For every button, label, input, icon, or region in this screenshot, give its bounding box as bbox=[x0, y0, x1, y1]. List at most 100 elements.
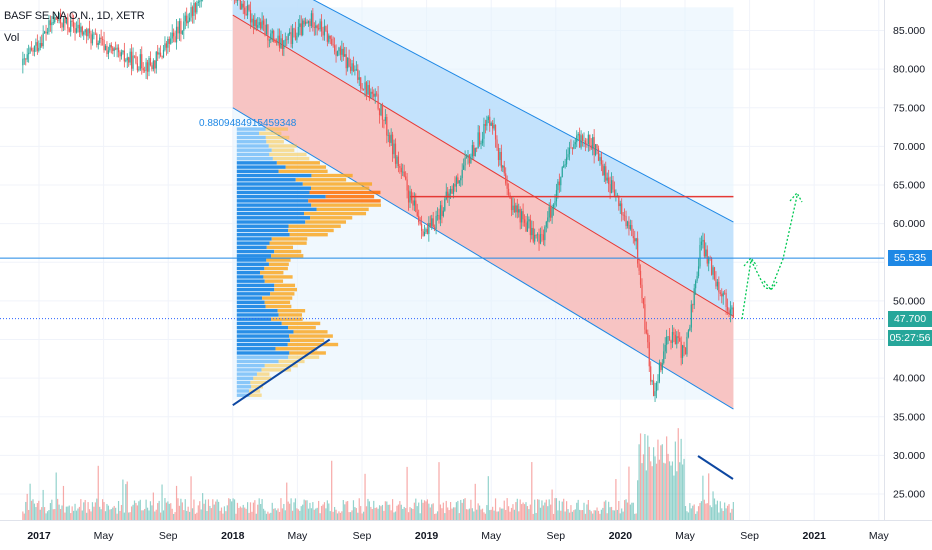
volume-bar bbox=[229, 499, 231, 520]
horizontal-lines[interactable] bbox=[0, 195, 884, 320]
candle-up bbox=[563, 165, 565, 168]
profile-row-up bbox=[236, 241, 270, 245]
volume-bar bbox=[180, 498, 182, 520]
volume-bar bbox=[122, 479, 124, 520]
profile-row-down bbox=[264, 300, 291, 304]
volume-bar bbox=[712, 491, 714, 520]
candle-down bbox=[476, 148, 478, 149]
time-tick-label: 2018 bbox=[221, 530, 245, 542]
volume-bar bbox=[702, 475, 704, 520]
volume-bar bbox=[654, 456, 656, 520]
candle-down bbox=[32, 50, 34, 52]
candle-up bbox=[145, 62, 147, 71]
candle-down bbox=[286, 39, 288, 41]
volume-bar bbox=[190, 476, 192, 520]
volume-bar bbox=[566, 501, 568, 520]
volume-bar bbox=[728, 504, 730, 520]
candle-up bbox=[93, 33, 95, 35]
volume-bar bbox=[264, 510, 266, 520]
profile-row-up bbox=[236, 207, 317, 212]
candle-up bbox=[619, 203, 621, 207]
volume-bar bbox=[580, 510, 582, 520]
candle-down bbox=[363, 89, 365, 90]
candle-down bbox=[88, 28, 91, 34]
candle-up bbox=[75, 28, 78, 33]
candle-down bbox=[303, 20, 305, 25]
volume-bar bbox=[131, 506, 133, 520]
volume-bar bbox=[726, 505, 729, 520]
volume-bar bbox=[196, 512, 198, 520]
volume-bar bbox=[189, 511, 191, 520]
candle-up bbox=[328, 35, 330, 42]
volume-bar bbox=[613, 510, 616, 520]
price-tick-label: 85.000 bbox=[893, 25, 925, 37]
candle-up bbox=[555, 190, 558, 202]
candle-up bbox=[35, 42, 37, 46]
candle-up bbox=[657, 381, 659, 384]
candle-up bbox=[109, 44, 111, 51]
profile-row-down bbox=[265, 304, 292, 309]
volume-bar bbox=[344, 504, 346, 520]
volume-bar bbox=[171, 508, 173, 520]
profile-row-up bbox=[236, 389, 249, 393]
candle-down bbox=[725, 292, 727, 307]
candle-up bbox=[515, 205, 517, 213]
volume-bar bbox=[125, 484, 127, 520]
candle-down bbox=[41, 43, 43, 47]
candle-down bbox=[584, 140, 587, 144]
profile-row-down bbox=[268, 262, 289, 266]
volume-bar bbox=[307, 508, 310, 520]
candle-down bbox=[165, 43, 167, 48]
volume-bar bbox=[142, 510, 144, 520]
volume-bar bbox=[354, 507, 356, 520]
candle-up bbox=[87, 28, 89, 37]
candle-up bbox=[355, 69, 357, 70]
profile-row-up bbox=[236, 161, 277, 165]
volume-bar bbox=[235, 513, 237, 520]
volume-bar bbox=[412, 508, 414, 520]
volume-profile[interactable] bbox=[236, 127, 381, 397]
candle-up bbox=[695, 280, 697, 289]
volume-bar bbox=[403, 506, 405, 520]
candle-down bbox=[260, 22, 262, 29]
candle-down bbox=[668, 336, 671, 341]
volume-bar bbox=[557, 510, 559, 520]
volume-bar bbox=[615, 479, 617, 520]
volume-bar bbox=[442, 502, 444, 520]
candle-up bbox=[439, 205, 442, 220]
trendline-drawings[interactable] bbox=[232, 191, 803, 480]
volume-bar bbox=[146, 507, 149, 520]
volume-bar bbox=[658, 459, 660, 520]
volume-bar bbox=[299, 510, 301, 520]
candle-up bbox=[80, 26, 82, 33]
volume-bar bbox=[616, 509, 618, 520]
volume-bar bbox=[648, 446, 650, 520]
candle-up bbox=[33, 45, 36, 52]
symbol-title[interactable]: BASF SE NA O.N., 1D, XETR bbox=[4, 10, 145, 22]
candle-up bbox=[402, 171, 404, 173]
time-axis[interactable]: 2017 May Sep 2018 May Sep 2019 May Sep 2020 May Sep… bbox=[27, 530, 889, 542]
volume-bar bbox=[554, 498, 556, 520]
profile-row-up bbox=[236, 169, 279, 174]
candle-up bbox=[347, 57, 349, 69]
price-tick-label: 80.000 bbox=[893, 64, 925, 76]
candle-up bbox=[712, 267, 714, 275]
volume-bar bbox=[563, 498, 565, 520]
volume-bar bbox=[39, 509, 41, 520]
candle-down bbox=[57, 19, 59, 21]
candle-up bbox=[97, 42, 99, 46]
volume-bar bbox=[87, 502, 89, 520]
candle-up bbox=[448, 193, 450, 198]
volume-bar bbox=[152, 492, 154, 520]
volume-bar bbox=[645, 470, 647, 520]
volume-bar bbox=[120, 504, 123, 520]
profile-row-down bbox=[295, 178, 347, 182]
volume-bar bbox=[674, 441, 676, 520]
profile-row-up bbox=[236, 237, 272, 241]
volume-bar bbox=[489, 510, 491, 520]
volume-bar bbox=[216, 499, 218, 520]
volume-bar bbox=[492, 506, 494, 520]
volume-bar bbox=[238, 507, 240, 520]
candle-up bbox=[120, 52, 123, 57]
